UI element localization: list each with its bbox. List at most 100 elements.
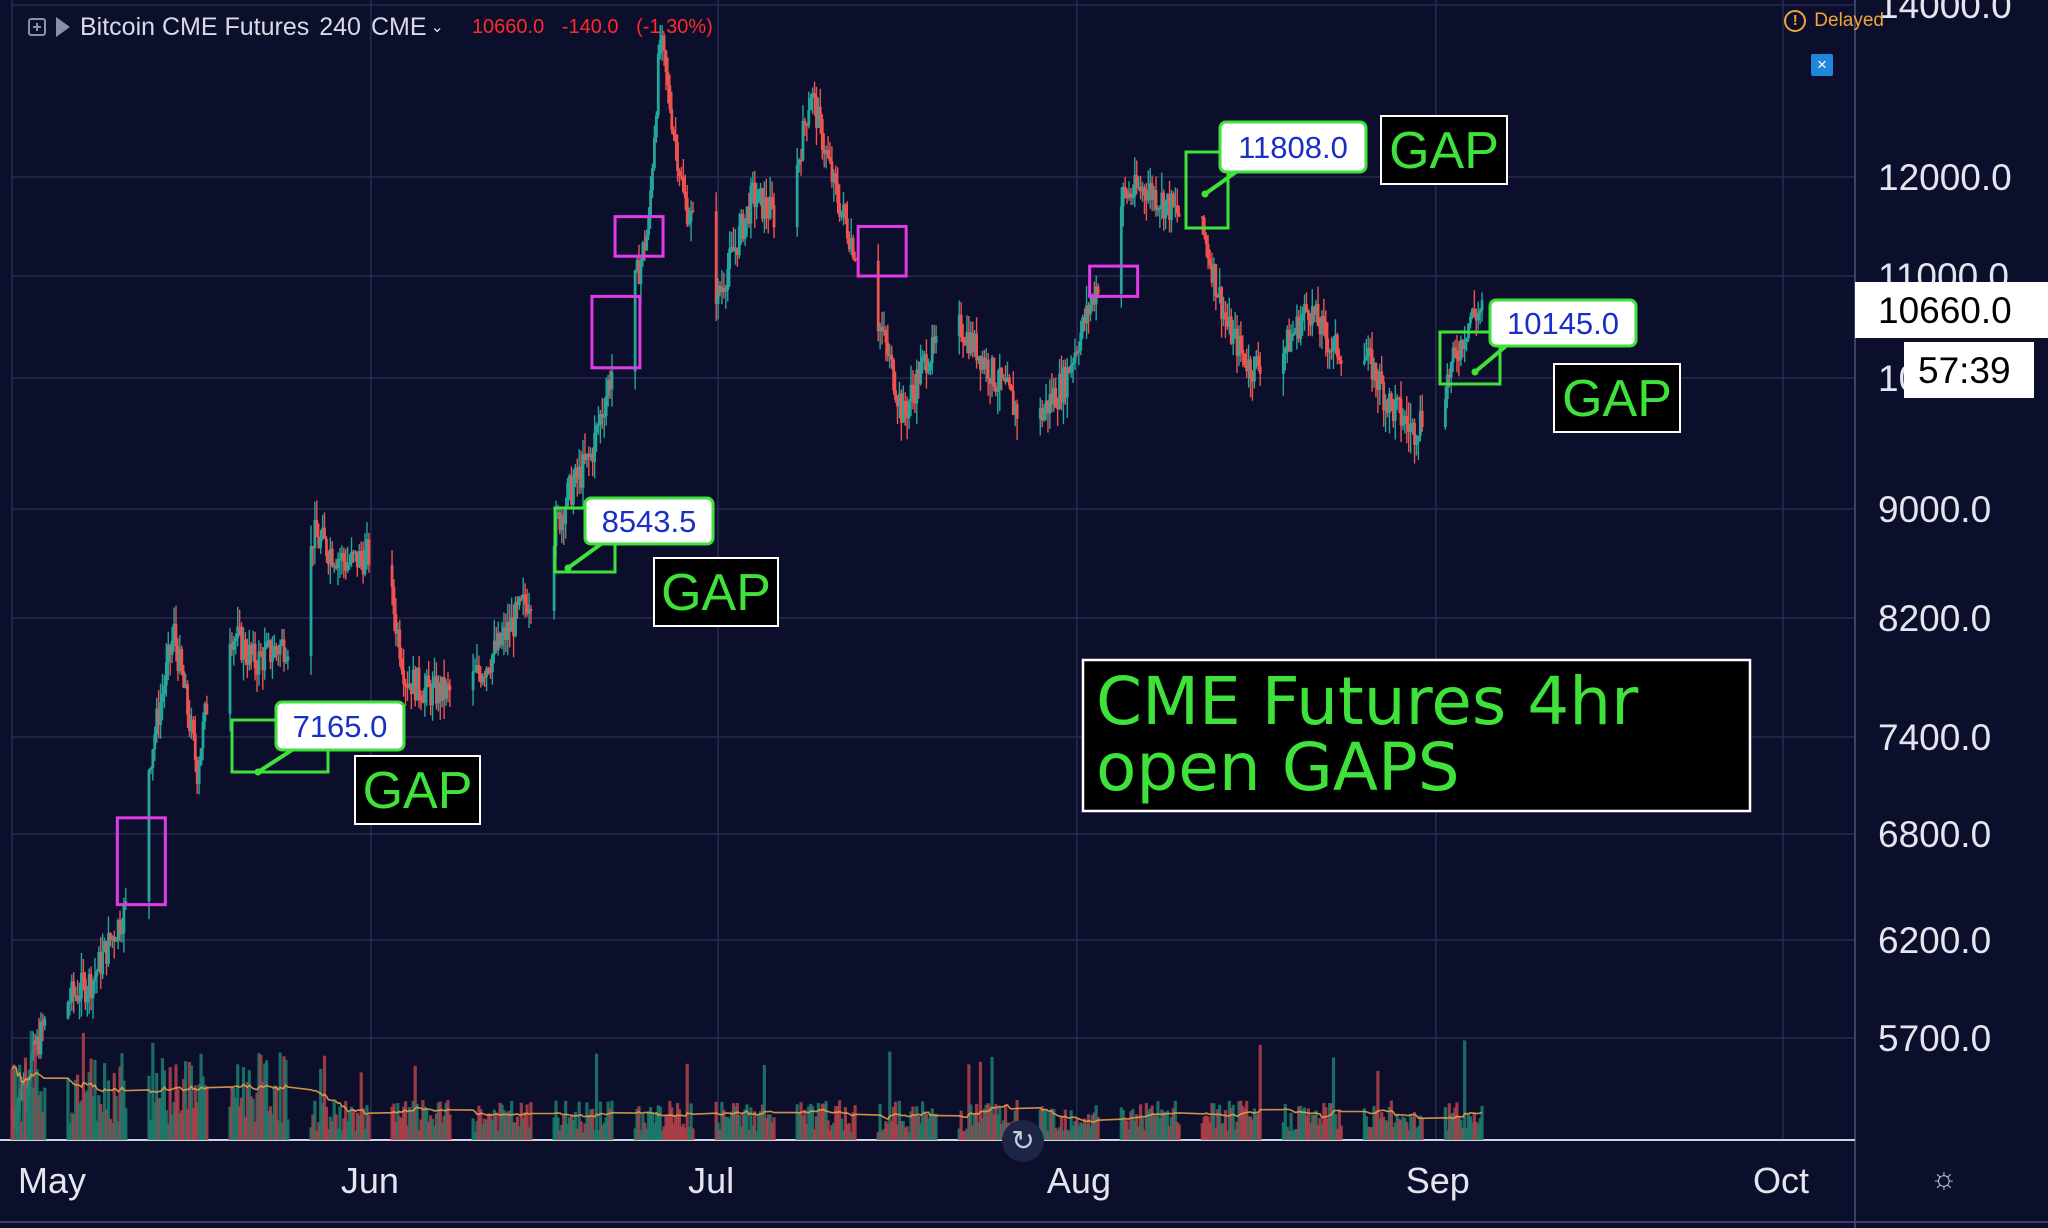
candle-body — [114, 940, 118, 942]
volume-bar — [25, 1088, 30, 1140]
candle-body — [971, 332, 975, 352]
volume-bar — [1393, 1122, 1397, 1140]
gear-icon[interactable]: ☼ — [1930, 1162, 1958, 1195]
candle-body — [328, 548, 332, 565]
candle-body — [1455, 350, 1459, 360]
candle-body — [1330, 350, 1333, 353]
reset-icon[interactable]: ↻ — [1002, 1120, 1044, 1162]
candle-body — [772, 204, 776, 228]
volume-bar — [652, 1123, 657, 1140]
volume-bar — [841, 1130, 846, 1140]
add-symbol-icon[interactable] — [28, 18, 46, 36]
delayed-status[interactable]: ! Delayed — [1784, 10, 1884, 32]
candle-body — [1305, 303, 1308, 311]
x-tick-label: Jun — [341, 1160, 399, 1201]
candle-body — [1216, 295, 1220, 298]
candle-body — [448, 685, 452, 691]
candle-body — [1413, 422, 1416, 445]
volume-bar — [1065, 1129, 1069, 1140]
candle-body — [278, 644, 282, 655]
candle-body — [799, 159, 803, 162]
candle-body — [39, 1021, 43, 1055]
candle-body — [602, 416, 606, 418]
volume-bar — [768, 1114, 772, 1140]
candle-body — [570, 475, 573, 505]
volume-bar — [579, 1121, 583, 1140]
chevron-down-icon[interactable]: ⌄ — [430, 19, 444, 36]
volume-bar — [685, 1063, 689, 1140]
volume-bar — [982, 1108, 986, 1140]
candle-body — [726, 269, 730, 290]
candle-body — [1247, 359, 1251, 372]
candle-body — [438, 682, 442, 701]
candle-body — [1009, 385, 1013, 391]
candle-body — [1127, 193, 1131, 199]
candle-body — [317, 536, 321, 548]
candle-body — [74, 995, 78, 998]
candle-body — [112, 936, 116, 942]
volume-bar — [1418, 1115, 1422, 1140]
candle-body — [174, 623, 178, 647]
candle-body — [1447, 374, 1451, 378]
candle-body — [1125, 190, 1129, 199]
volume-bar — [689, 1103, 693, 1140]
volume-bar — [1364, 1116, 1368, 1140]
volume-bar — [558, 1130, 562, 1140]
volume-bar — [97, 1095, 101, 1140]
candle-body — [1000, 367, 1004, 380]
candle-body — [91, 981, 95, 999]
candle-body — [597, 424, 600, 426]
volume-bar — [170, 1114, 174, 1140]
volume-bar — [998, 1107, 1002, 1140]
interval-label[interactable]: 240 — [319, 12, 361, 41]
candle-body — [1382, 381, 1386, 411]
candle-body — [1137, 186, 1141, 189]
volume-bar — [238, 1106, 242, 1140]
candle-body — [905, 412, 909, 419]
candle-body — [1366, 347, 1370, 357]
candle-body — [323, 527, 326, 539]
candle-body — [309, 546, 313, 657]
candle-body — [909, 384, 913, 402]
volume-bar — [510, 1100, 514, 1140]
volume-bar — [83, 1092, 87, 1140]
volume-bar — [1407, 1130, 1411, 1140]
y-tick-label: 6800.0 — [1878, 814, 1991, 855]
volume-bar — [816, 1102, 821, 1140]
volume-bar — [494, 1112, 498, 1140]
gap-anchor-dot — [1201, 190, 1209, 198]
candle-body — [392, 587, 396, 615]
close-panel-icon[interactable]: × — [1811, 54, 1833, 76]
candle-body — [1204, 235, 1208, 245]
symbol-name[interactable]: Bitcoin CME Futures — [80, 12, 310, 41]
candle-body — [1370, 349, 1374, 380]
candle-body — [558, 512, 562, 531]
candle-body — [159, 702, 162, 726]
volume-bar — [1075, 1118, 1079, 1140]
volume-bar — [249, 1096, 253, 1140]
volume-bar — [1081, 1123, 1085, 1140]
volume-bar — [149, 1120, 153, 1140]
candle-body — [151, 749, 155, 768]
symbol-header[interactable]: Bitcoin CME Futures 240 CME ⌄ 10660.0 -1… — [28, 10, 725, 44]
volume-bar — [1256, 1113, 1260, 1140]
volume-bar — [1144, 1102, 1148, 1140]
candle-body — [1299, 320, 1303, 339]
candle-body — [282, 639, 286, 662]
x-tick-label: May — [18, 1160, 86, 1201]
candle-body — [236, 626, 240, 639]
candle-body — [1401, 423, 1405, 426]
volume-bar — [594, 1053, 599, 1140]
candle-body — [336, 559, 340, 569]
candle-body — [568, 475, 571, 483]
candle-body — [925, 354, 928, 373]
volume-bar — [1258, 1044, 1262, 1140]
candle-body — [566, 482, 570, 507]
candle-body — [917, 369, 921, 384]
flag-icon[interactable] — [56, 17, 70, 37]
candle-body — [845, 218, 849, 239]
candle-body — [720, 287, 724, 293]
candle-body — [481, 676, 485, 683]
